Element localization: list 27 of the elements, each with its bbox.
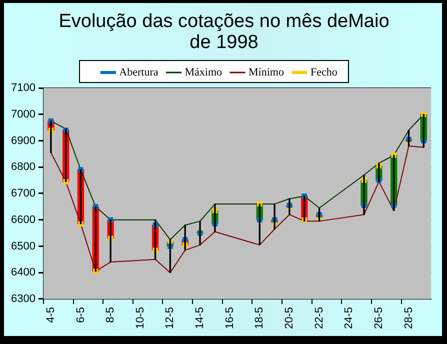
x-tick-label: 22-5	[313, 306, 326, 330]
y-tick-label: 6300	[10, 293, 36, 306]
x-tick-label: 16-5	[224, 306, 236, 330]
x-tick-label: 12-5	[164, 306, 176, 330]
y-tick-label: 7100	[10, 82, 36, 94]
legend-label: Máximo	[184, 66, 223, 78]
x-tick-label: 24-5	[343, 306, 356, 330]
x-tick-label: 8-5	[104, 306, 117, 323]
x-tick-label: 14-5	[194, 306, 206, 330]
x-tick-label: 10-5	[134, 306, 146, 330]
y-tick-label: 6900	[10, 134, 36, 147]
x-tick-label: 26-5	[372, 306, 385, 330]
chart-title: Evolução das cotações no mês deMaio de 1998	[58, 11, 390, 53]
legend-label: Fecho	[310, 66, 338, 78]
y-tick-label: 7000	[10, 108, 36, 120]
x-tick-label: 18-5	[254, 306, 266, 330]
y-tick-label: 6600	[10, 214, 36, 226]
legend-label: Mínimo	[248, 66, 284, 78]
x-tick-label: 6-5	[74, 306, 87, 323]
legend-label: Abertura	[119, 66, 158, 78]
x-tick-label: 20-5	[284, 306, 296, 330]
y-tick-label: 6700	[10, 188, 36, 200]
x-tick-label: 4-5	[44, 306, 57, 323]
x-tick-label: 28-5	[402, 306, 415, 330]
y-tick-label: 6500	[10, 240, 36, 252]
y-tick-label: 6800	[10, 161, 36, 174]
y-tick-label: 6400	[10, 266, 36, 279]
